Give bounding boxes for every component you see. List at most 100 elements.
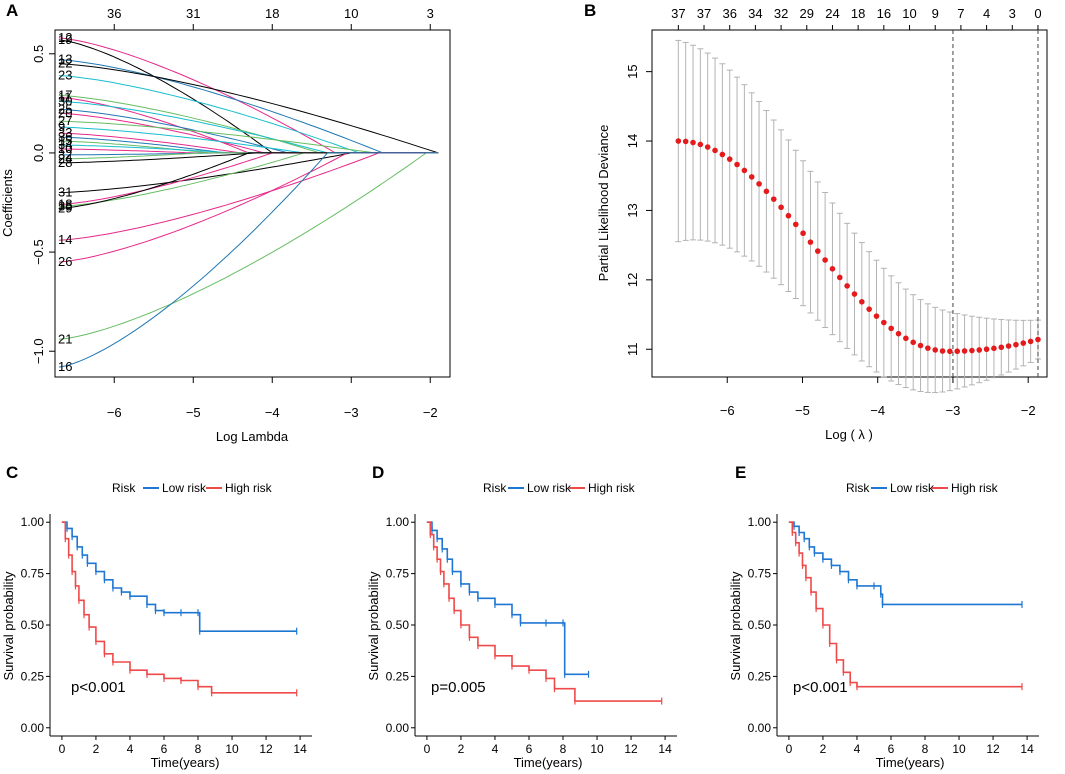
x-tick-label: −4: [870, 403, 885, 418]
error-bars: [675, 39, 1041, 394]
deviance-point: [954, 348, 961, 355]
deviance-point: [969, 347, 975, 354]
panel-label-a: A: [6, 1, 18, 20]
deviance-point: [1020, 340, 1027, 346]
x-tick-label: 6: [888, 742, 895, 756]
coefficient-label-16: 16: [58, 359, 72, 374]
coefficient-label-13: 13: [58, 52, 72, 67]
legend-high-risk: High risk: [225, 481, 273, 495]
y-axis-label-c: Survival probability: [1, 571, 16, 681]
survival-curve-high-risk: [426, 521, 662, 702]
legend-low-risk: Low risk: [162, 481, 207, 495]
y-tick-label: 0.25: [21, 669, 45, 683]
x-tick-label: 2: [458, 742, 465, 756]
top-tick-label: 31: [186, 6, 200, 21]
top-tick-label: 37: [671, 6, 685, 21]
y-tick-label: 0.25: [386, 669, 410, 683]
coefficient-label-34: 34: [58, 137, 72, 152]
y-tick-label: 11: [625, 342, 640, 356]
deviance-point: [1035, 336, 1041, 343]
coefficient-label-20: 20: [58, 105, 72, 120]
deviance-point: [895, 330, 902, 337]
coefficient-label-32: 32: [58, 147, 72, 162]
coefficient-label-22: 22: [58, 56, 72, 71]
x-tick-label: −3: [946, 403, 961, 418]
deviance-point: [961, 348, 968, 354]
deviance-point: [917, 342, 924, 349]
panel-c-survival: C Risk Low risk High risk 0.000.250.500.…: [1, 463, 312, 770]
coefficient-line-9: [58, 126, 439, 154]
deviance-point: [719, 151, 726, 158]
y-tick-label: 1.00: [748, 515, 772, 529]
top-tick-label: 37: [697, 6, 711, 21]
deviance-point: [748, 174, 755, 180]
deviance-point: [712, 147, 718, 154]
y-tick-label: 12: [625, 273, 640, 287]
x-tick-label: 4: [854, 742, 861, 756]
top-tick-label: 3: [1009, 6, 1016, 21]
y-tick-label: 1.00: [386, 515, 410, 529]
deviance-point: [976, 347, 983, 353]
deviance-point: [690, 139, 696, 146]
panel-label-d: D: [372, 463, 384, 482]
deviance-point: [991, 345, 997, 352]
legend-title: Risk: [846, 481, 870, 495]
coefficient-label-18: 18: [58, 196, 72, 211]
deviance-points: [675, 138, 1041, 355]
coefficient-line-26: [58, 152, 439, 263]
x-tick-label: 0: [59, 742, 66, 756]
top-tick-label: 0: [1034, 6, 1041, 21]
top-tick-label: 9: [932, 6, 939, 21]
deviance-point: [785, 212, 792, 219]
y-tick-label: 0.75: [386, 567, 410, 581]
x-axis-label-b: Log ( λ ): [825, 427, 873, 442]
x-tick-label: 8: [922, 742, 929, 756]
top-tick-label: 29: [800, 6, 814, 21]
x-tick-label: 6: [526, 742, 533, 756]
deviance-point: [939, 348, 946, 354]
x-tick-label: 2: [93, 742, 100, 756]
y-tick-label: 0.50: [386, 618, 410, 632]
y-axis-label-e: Survival probability: [728, 571, 743, 681]
x-axis-ticks-b: −6 −5 −4 −3 −2: [720, 377, 1036, 418]
coefficient-label-9: 9: [58, 119, 65, 134]
coefficient-line-22: [58, 63, 439, 154]
deviance-point: [726, 156, 733, 162]
p-value-e: p<0.001: [793, 679, 848, 696]
y-tick-label: 0.00: [748, 721, 772, 735]
top-tick-label: 16: [877, 6, 891, 21]
coefficient-line-28: [58, 152, 439, 164]
deviance-point: [903, 335, 909, 342]
x-tick-label: −4: [265, 405, 280, 420]
top-tick-label: 24: [825, 6, 839, 21]
y-tick-label: 0.75: [748, 567, 772, 581]
coefficient-label-19: 19: [58, 32, 72, 47]
panel-e-survival: E Risk Low risk High risk 0.000.250.500.…: [728, 463, 1039, 770]
deviance-point: [704, 144, 711, 150]
top-tick-label: 32: [774, 6, 788, 21]
coefficient-line-13: [58, 59, 439, 154]
deviance-point: [873, 313, 880, 319]
deviance-point: [800, 230, 806, 237]
top-tick-label: 36: [722, 6, 736, 21]
survival-curve-low-risk: [426, 521, 589, 676]
survival-curve-high-risk: [788, 521, 1022, 688]
y-tick-label: 1.00: [21, 515, 45, 529]
deviance-point: [682, 138, 689, 145]
deviance-point: [881, 319, 887, 326]
p-value-d: p=0.005: [431, 679, 486, 696]
deviance-point: [837, 274, 843, 281]
coefficient-label-35: 35: [58, 198, 72, 213]
deviance-point: [1013, 341, 1019, 348]
deviance-point: [756, 181, 762, 187]
coefficient-line-29: [58, 152, 439, 209]
deviance-point: [778, 204, 784, 211]
coefficient-line-16: [58, 152, 439, 368]
coefficient-line-36: [58, 136, 439, 154]
coefficient-line-19: [58, 39, 439, 154]
coefficient-line-30: [58, 100, 439, 154]
legend-title: Risk: [112, 481, 136, 495]
x-tick-label: 14: [658, 742, 672, 756]
